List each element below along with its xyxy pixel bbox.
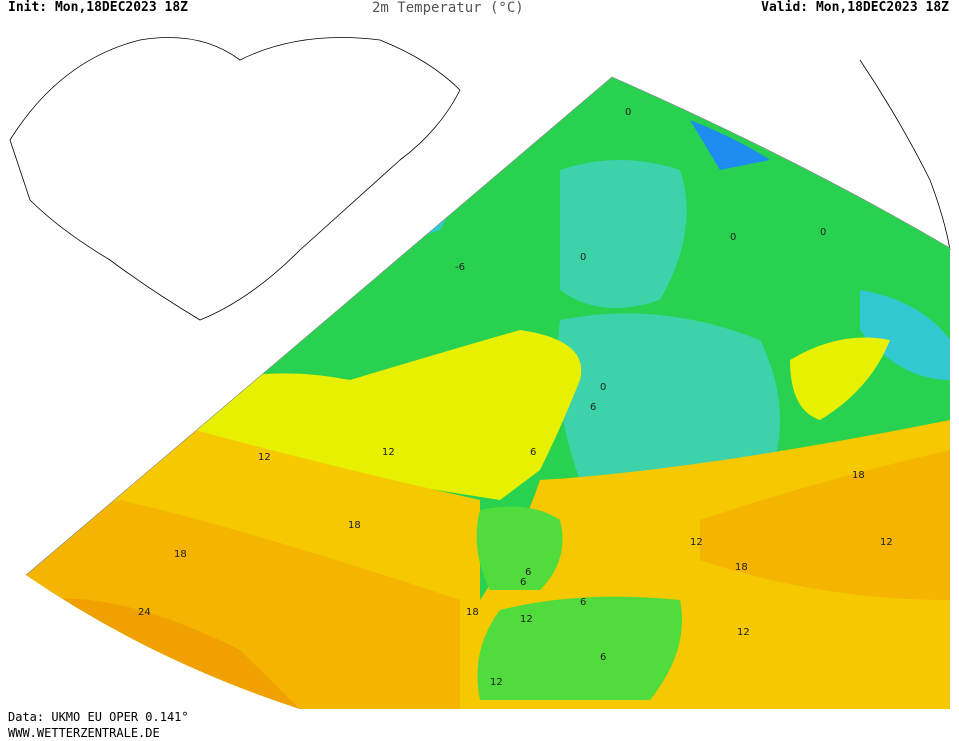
contour-label: 18	[852, 470, 865, 481]
svalbard-outline	[859, 59, 951, 251]
contour-label: 6	[525, 567, 531, 578]
contour-label: 6	[600, 652, 606, 663]
contour-label: 12	[737, 627, 750, 638]
contour-label: 0	[820, 227, 826, 238]
contour-label: 12	[880, 537, 893, 548]
init-time: Init: Mon,18DEC2023 18Z	[8, 0, 189, 15]
valid-time: Valid: Mon,18DEC2023 18Z	[761, 0, 949, 15]
greenland-outline	[9, 37, 461, 321]
contour-label: 0	[580, 252, 586, 263]
contour-label: 18	[466, 607, 479, 618]
contour-label: 12	[258, 452, 271, 463]
contour-label: 6	[590, 402, 596, 413]
contour-label: 6	[520, 577, 526, 588]
contour-label: 18	[174, 549, 187, 560]
contour-label: 12	[382, 447, 395, 458]
website: WWW.WETTERZENTRALE.DE	[8, 726, 160, 740]
contour-label: 6	[580, 597, 586, 608]
contour-label: 12	[520, 614, 533, 625]
contour-label: 6	[530, 447, 536, 458]
contour-label: -6	[455, 262, 465, 273]
contour-label: 24	[138, 607, 151, 618]
contour-label: 12	[690, 537, 703, 548]
domain-border	[25, 76, 951, 576]
map-title: 2m Temperatur (°C)	[372, 0, 524, 16]
contour-label: 18	[735, 562, 748, 573]
contour-label: 18	[348, 520, 361, 531]
data-source: Data: UKMO EU OPER 0.141°	[8, 710, 189, 724]
contour-label: 0	[730, 232, 736, 243]
contour-label: 12	[490, 677, 503, 688]
contour-label: 0	[600, 382, 606, 393]
contour-label: 0	[625, 107, 631, 118]
